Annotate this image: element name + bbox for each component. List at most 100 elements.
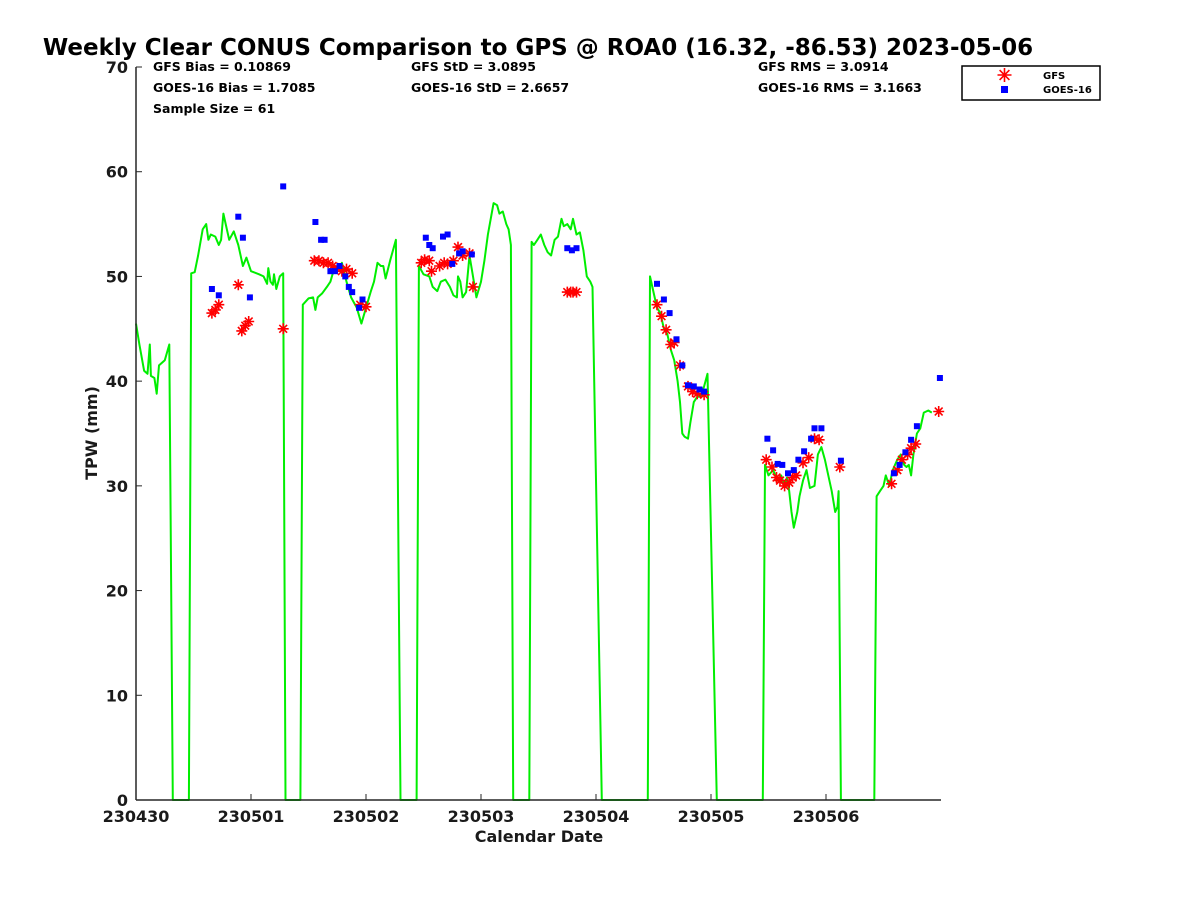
y-tick-label: 40 bbox=[106, 372, 128, 391]
goes16-point bbox=[426, 242, 433, 248]
goes16-point bbox=[321, 236, 328, 243]
gfs-point bbox=[457, 250, 469, 261]
x-tick-label: 230503 bbox=[448, 807, 515, 826]
gfs-point bbox=[691, 388, 703, 400]
series-layer bbox=[135, 183, 945, 801]
stat-gfs-std: GFS StD = 3.0895 bbox=[411, 59, 536, 74]
goes16-point bbox=[349, 289, 356, 296]
x-tick-label: 230506 bbox=[793, 807, 860, 826]
stat-gfs-bias: GFS Bias = 0.10869 bbox=[153, 59, 291, 74]
goes16-point bbox=[774, 460, 781, 467]
goes16-point bbox=[696, 386, 703, 393]
goes16-point bbox=[429, 245, 436, 252]
y-tick-label: 50 bbox=[106, 267, 128, 286]
gfs-point bbox=[933, 406, 945, 417]
y-axis-label: TPW (mm) bbox=[82, 386, 101, 480]
gfs-point bbox=[243, 316, 255, 327]
goes16-point bbox=[801, 448, 808, 455]
gfs-point bbox=[766, 461, 778, 473]
gfs-series bbox=[206, 241, 945, 492]
goes16-point bbox=[785, 470, 791, 477]
x-tick-label: 230501 bbox=[218, 807, 285, 826]
goes16-point bbox=[336, 263, 343, 269]
legend-goes-label: GOES-16 bbox=[1043, 85, 1092, 96]
gfs-point bbox=[571, 286, 582, 298]
gfs-point bbox=[277, 323, 289, 335]
gfs-point bbox=[213, 299, 225, 311]
gfs-point bbox=[891, 464, 903, 476]
gfs-point bbox=[813, 434, 825, 446]
goes16-point bbox=[345, 283, 352, 290]
goes16-point bbox=[327, 268, 334, 275]
goes16-point bbox=[456, 250, 463, 257]
chart-title: Weekly Clear CONUS Comparison to GPS @ R… bbox=[43, 35, 1033, 61]
gfs-point bbox=[797, 457, 809, 469]
y-tick-label: 10 bbox=[106, 686, 128, 705]
gfs-point bbox=[341, 263, 352, 275]
gfs-point bbox=[910, 438, 922, 450]
goes16-point bbox=[568, 247, 575, 254]
stat-goes-bias: GOES-16 Bias = 1.7085 bbox=[153, 80, 315, 95]
gfs-point bbox=[419, 254, 431, 266]
gfs-point bbox=[209, 304, 221, 316]
goes16-point bbox=[356, 304, 363, 311]
legend-gfs-star bbox=[997, 68, 1012, 82]
gfs-point bbox=[354, 299, 366, 311]
y-tick-label: 60 bbox=[106, 163, 128, 182]
goes16-point bbox=[770, 447, 777, 454]
goes16-point bbox=[779, 461, 786, 468]
legend-gfs-marker bbox=[997, 68, 1012, 82]
goes16-point bbox=[660, 296, 667, 303]
y-tick-label: 0 bbox=[117, 791, 128, 810]
gps-series-line bbox=[135, 202, 933, 801]
y-tick-label: 30 bbox=[106, 477, 128, 496]
goes16-point bbox=[936, 375, 943, 381]
stat-goes-rms: GOES-16 RMS = 3.1663 bbox=[758, 80, 922, 95]
x-axis-label: Calendar Date bbox=[475, 827, 604, 846]
gfs-point bbox=[452, 241, 464, 253]
goes16-point bbox=[701, 388, 708, 395]
stat-gfs-rms: GFS RMS = 3.0914 bbox=[758, 59, 889, 74]
goes16-point bbox=[444, 231, 451, 238]
goes16-point bbox=[280, 183, 287, 190]
goes16-point bbox=[795, 456, 802, 463]
gfs-point bbox=[665, 339, 677, 350]
gfs-point bbox=[423, 255, 435, 267]
goes16-point bbox=[342, 273, 349, 280]
goes16-point bbox=[654, 280, 660, 287]
goes16-point bbox=[902, 449, 909, 456]
gfs-point bbox=[668, 336, 680, 348]
gfs-point bbox=[322, 257, 334, 269]
gfs-point bbox=[760, 454, 772, 466]
gfs-point bbox=[790, 469, 802, 481]
gfs-point bbox=[687, 386, 699, 398]
x-tick-label: 230504 bbox=[563, 807, 630, 826]
gfs-point bbox=[774, 475, 786, 487]
goes16-point bbox=[312, 219, 319, 225]
stat-sample-size: Sample Size = 61 bbox=[153, 101, 275, 116]
gfs-point bbox=[698, 389, 710, 401]
gfs-point bbox=[336, 265, 348, 277]
goes16-point bbox=[837, 457, 844, 464]
goes16-point bbox=[564, 245, 571, 252]
goes16-point bbox=[913, 423, 920, 430]
goes16-point bbox=[208, 286, 215, 292]
goes16-point bbox=[764, 435, 771, 442]
gfs-point bbox=[438, 257, 450, 269]
goes16-point bbox=[359, 296, 366, 303]
axes bbox=[135, 66, 941, 801]
gfs-point bbox=[896, 454, 908, 466]
gfs-point bbox=[447, 255, 459, 267]
goes16-series bbox=[208, 183, 943, 477]
goes16-point bbox=[673, 336, 680, 343]
gfs-point bbox=[651, 299, 663, 311]
gfs-point bbox=[232, 279, 244, 291]
gfs-point bbox=[656, 310, 668, 322]
gfs-point bbox=[346, 267, 358, 279]
gfs-point bbox=[809, 433, 820, 445]
gfs-point bbox=[426, 265, 437, 277]
gfs-point bbox=[360, 301, 372, 313]
goes16-point bbox=[573, 245, 580, 252]
goes16-point bbox=[811, 425, 818, 432]
